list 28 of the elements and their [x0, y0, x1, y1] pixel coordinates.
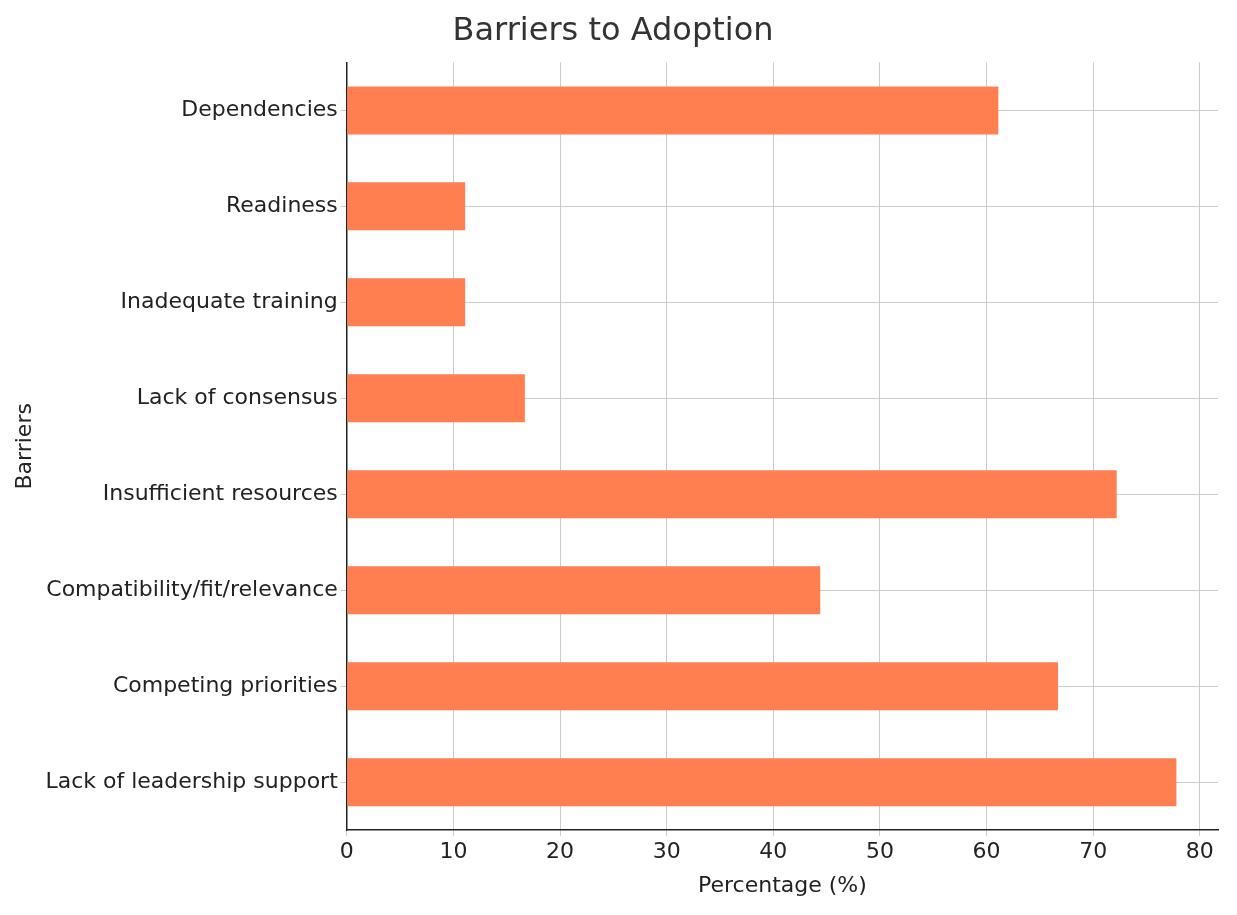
bar: [347, 470, 1117, 519]
y-tick-label: Readiness: [225, 192, 338, 218]
bar: [347, 86, 999, 135]
x-tick-label: 50: [865, 838, 894, 864]
y-tick-label: Dependencies: [181, 96, 338, 122]
x-tick-label: 30: [652, 838, 681, 864]
bar: [347, 182, 466, 231]
bar: [347, 662, 1059, 711]
chart-title: Barriers to Adoption: [452, 9, 774, 48]
bar: [347, 566, 821, 615]
y-tick-label: Lack of leadership support: [45, 767, 339, 793]
x-tick-label: 40: [759, 838, 788, 864]
x-axis-title: Percentage (%): [697, 871, 867, 897]
y-tick-label: Lack of consensus: [136, 384, 338, 410]
x-tick-label: 80: [1185, 838, 1214, 864]
y-axis-title: Barriers: [10, 403, 36, 490]
y-tick-label: Compatibility/fit/relevance: [46, 575, 338, 601]
y-tick-label: Inadequate training: [120, 288, 338, 314]
bar: [347, 278, 466, 327]
x-tick-label: 10: [439, 838, 468, 864]
bar: [347, 758, 1177, 807]
y-tick-label: Insufficient resources: [102, 480, 338, 506]
bar: [347, 374, 525, 423]
y-tick-label: Competing priorities: [112, 671, 338, 697]
x-tick-label: 0: [339, 838, 354, 864]
x-tick-label: 60: [972, 838, 1001, 864]
x-tick-label: 70: [1079, 838, 1108, 864]
x-tick-label: 20: [546, 838, 575, 864]
